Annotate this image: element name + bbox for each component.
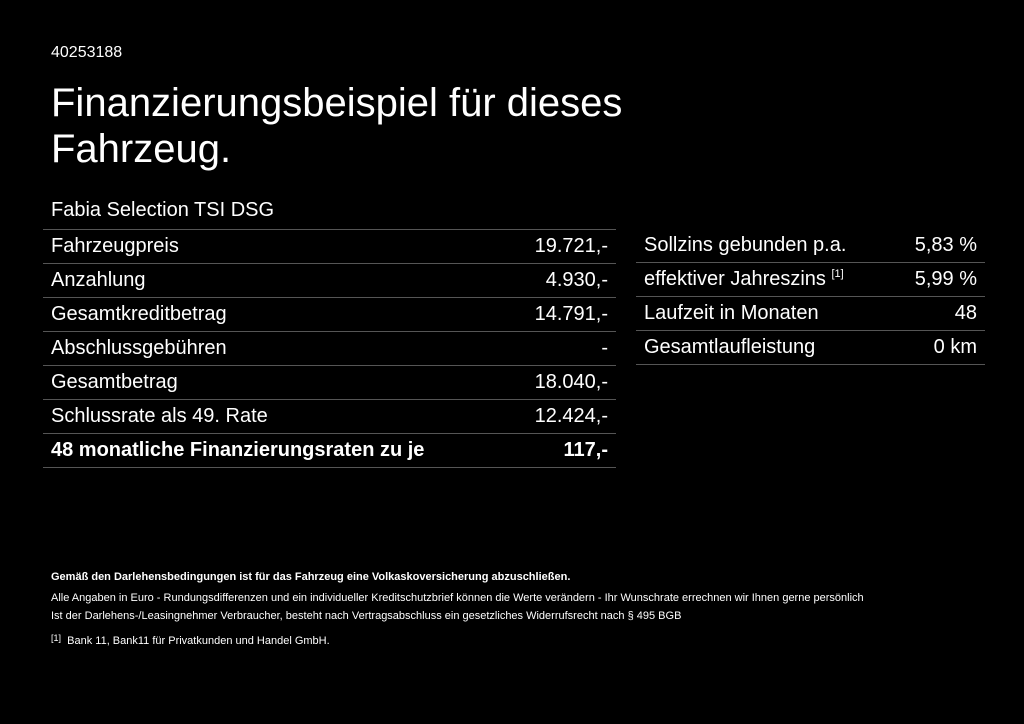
row-label: Anzahlung <box>43 263 510 298</box>
footnote: [1] Bank 11, Bank11 für Privatkunden und… <box>51 633 330 647</box>
footnote-mark: [1] <box>51 633 62 643</box>
table-row: Anzahlung 4.930,- <box>43 263 616 298</box>
disclaimer-line: Ist der Darlehens-/Leasingnehmer Verbrau… <box>51 610 682 622</box>
label-text: effektiver Jahreszins <box>644 268 826 290</box>
page-title: Finanzierungsbeispiel für dieses Fahrzeu… <box>51 81 623 171</box>
row-value: 4.930,- <box>509 263 616 298</box>
row-label: 48 monatliche Finanzierungsraten zu je <box>43 433 510 468</box>
table-row: effektiver Jahreszins [1] 5,99 % <box>636 262 985 297</box>
row-value: 12.424,- <box>509 399 616 434</box>
row-value: 19.721,- <box>509 229 616 264</box>
table-row: Schlussrate als 49. Rate 12.424,- <box>43 399 616 434</box>
row-label: Gesamtbetrag <box>43 365 510 400</box>
row-value: - <box>509 331 616 366</box>
row-label: Gesamtkreditbetrag <box>43 297 510 332</box>
row-value: 5,99 % <box>892 262 985 297</box>
financing-table: Fahrzeugpreis 19.721,- Anzahlung 4.930,- G… <box>43 229 616 468</box>
vehicle-code: 40253188 <box>51 44 123 61</box>
row-value: 18.040,- <box>509 365 616 400</box>
footnote-text: Bank 11, Bank11 für Privatkunden und Han… <box>67 635 330 647</box>
table-row: Laufzeit in Monaten 48 <box>636 296 985 331</box>
disclaimer-line: Alle Angaben in Euro - Rundungsdifferenz… <box>51 592 864 604</box>
row-label: Schlussrate als 49. Rate <box>43 399 510 434</box>
row-label: Gesamtlaufleistung <box>636 330 893 365</box>
row-value: 5,83 % <box>892 229 985 263</box>
footnote-ref: [1] <box>831 268 844 280</box>
row-value: 48 <box>892 296 985 331</box>
table-row: Fahrzeugpreis 19.721,- <box>43 229 616 264</box>
row-label: Sollzins gebunden p.a. <box>636 229 893 263</box>
table-row: Abschlussgebühren - <box>43 331 616 366</box>
row-value: 117,- <box>509 433 616 468</box>
row-label: Laufzeit in Monaten <box>636 296 893 331</box>
row-value: 0 km <box>892 330 985 365</box>
monthly-rate-row: 48 monatliche Finanzierungsraten zu je 11… <box>43 433 616 468</box>
row-value: 14.791,- <box>509 297 616 332</box>
table-row: Sollzins gebunden p.a. 5,83 % <box>636 229 985 263</box>
row-label: effektiver Jahreszins [1] <box>636 262 893 297</box>
row-label: Abschlussgebühren <box>43 331 510 366</box>
table-row: Gesamtlaufleistung 0 km <box>636 330 985 365</box>
model-name: Fabia Selection TSI DSG <box>51 199 275 221</box>
table-row: Gesamtbetrag 18.040,- <box>43 365 616 400</box>
row-label: Fahrzeugpreis <box>43 229 510 264</box>
interest-table: Sollzins gebunden p.a. 5,83 % effektiver … <box>636 229 985 365</box>
insurance-notice: Gemäß den Darlehensbedingungen ist für d… <box>51 571 571 583</box>
table-row: Gesamtkreditbetrag 14.791,- <box>43 297 616 332</box>
